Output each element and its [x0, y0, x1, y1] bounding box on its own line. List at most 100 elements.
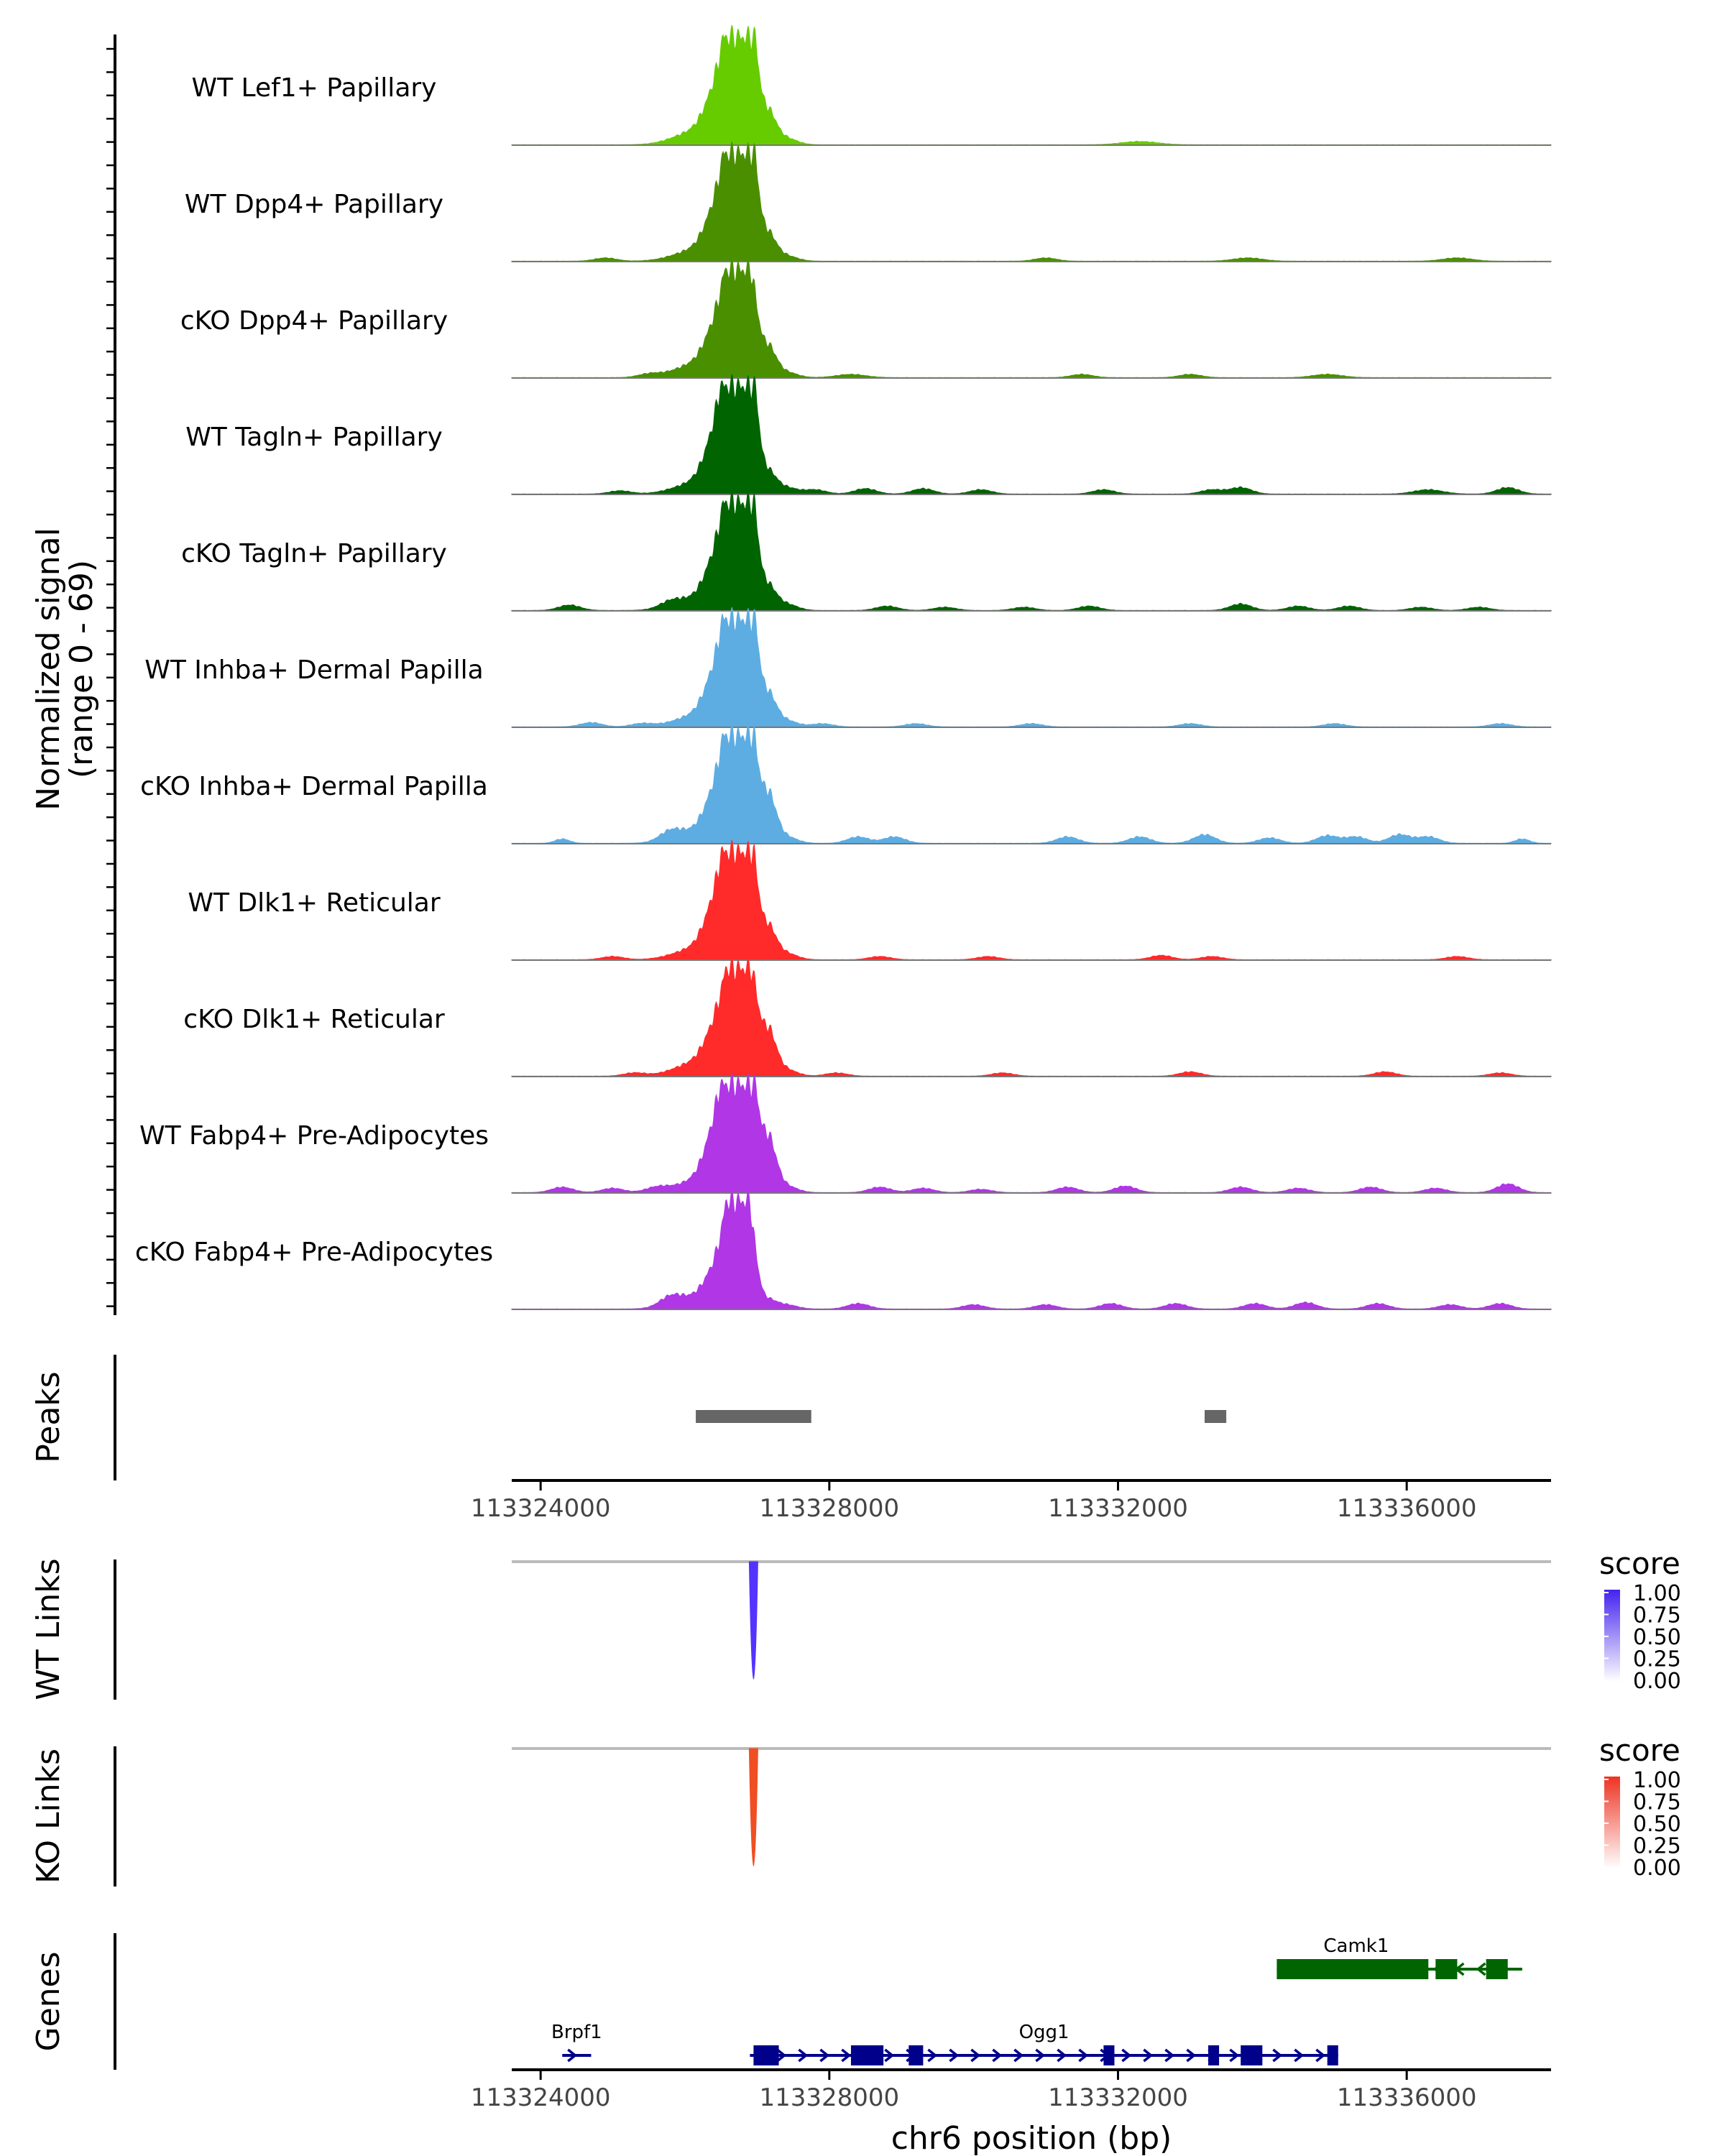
link-arc: [748, 1748, 758, 1866]
strand-arrow: [1294, 2048, 1305, 2063]
strand-arrow: [841, 2048, 852, 2063]
links-track-label: WT Links: [30, 1558, 67, 1700]
x-tick-label: 113328000: [759, 2083, 899, 2112]
genes-track-label: Genes: [30, 1951, 67, 2051]
legend-title: score: [1599, 1546, 1680, 1581]
legend-tick-label: 0.75: [1633, 1603, 1681, 1628]
strand-arrow: [819, 2048, 830, 2063]
gene-exon: [1103, 2045, 1115, 2065]
strand-arrow: [927, 2048, 938, 2063]
coverage-track-label: cKO Inhba+ Dermal Papilla: [140, 772, 488, 801]
coverage-area: [511, 1189, 1552, 1310]
x-tick-label: 113324000: [471, 2083, 611, 2112]
x-tick-label: 113332000: [1048, 2083, 1188, 2112]
coverage-track-label: WT Dpp4+ Papillary: [185, 190, 443, 219]
legend-tick-label: 1.00: [1633, 1581, 1681, 1606]
strand-arrow: [1078, 2048, 1089, 2063]
coverage-tracks: Normalized signal(range 0 - 69) WT Lef1+ …: [30, 24, 1552, 1315]
legend-tick-label: 0.75: [1633, 1790, 1681, 1815]
coverage-track: cKO Fabp4+ Pre-Adipocytes: [135, 1189, 1552, 1310]
coverage-track: WT Lef1+ Papillary: [192, 24, 1552, 146]
strand-arrow: [1476, 1962, 1486, 1976]
strand-arrow: [1057, 2048, 1067, 2063]
coverage-area: [511, 607, 1552, 728]
coverage-track: WT Dlk1+ Reticular: [188, 839, 1552, 961]
strand-arrow: [970, 2048, 981, 2063]
legend-tick-label: 0.25: [1633, 1647, 1681, 1672]
peak-region: [1205, 1410, 1227, 1423]
strand-arrow: [1186, 2048, 1197, 2063]
gene-exon: [908, 2045, 924, 2065]
x-tick-label: 113324000: [471, 1494, 611, 1523]
strand-arrow: [1164, 2048, 1175, 2063]
gene-exon: [1327, 2045, 1338, 2065]
strand-arrow: [567, 2048, 578, 2063]
coverage-area: [511, 956, 1552, 1077]
coverage-area: [511, 839, 1552, 961]
x-tick-label: 113336000: [1337, 1494, 1477, 1523]
coverage-area: [511, 24, 1552, 146]
coverage-area: [511, 374, 1552, 495]
strand-arrow: [1035, 2048, 1046, 2063]
coverage-track: cKO Tagln+ Papillary: [181, 490, 1552, 612]
coverage-track: cKO Dlk1+ Reticular: [183, 956, 1552, 1077]
coverage-track-label: cKO Tagln+ Papillary: [181, 539, 447, 568]
peak-region: [696, 1410, 811, 1423]
legend-tick-label: 0.50: [1633, 1625, 1681, 1650]
peaks-track-label: Peaks: [30, 1371, 67, 1462]
strand-arrow: [1229, 2048, 1240, 2063]
legend-tick-label: 0.25: [1633, 1834, 1681, 1859]
strand-arrow: [949, 2048, 960, 2063]
strand-arrow: [1315, 2048, 1326, 2063]
strand-arrow: [992, 2048, 1003, 2063]
link-arc: [748, 1561, 758, 1680]
coverage-track: WT Inhba+ Dermal Papilla: [144, 607, 1552, 728]
links-track-label: KO Links: [30, 1749, 67, 1884]
legend-tick-label: 0.00: [1633, 1856, 1681, 1881]
strand-arrow: [1121, 2048, 1132, 2063]
coverage-area: [511, 723, 1552, 844]
coverage-area: [511, 1072, 1552, 1194]
strand-arrow: [1143, 2048, 1154, 2063]
x-tick-label: 113332000: [1048, 1494, 1188, 1523]
genes-track: Genes Brpf1 Ogg1 Camk1 113324000 113328000 113…: [30, 1933, 1551, 2156]
gene-exon: [1241, 2045, 1263, 2065]
coverage-track-label: cKO Dlk1+ Reticular: [183, 1005, 445, 1034]
coverage-track-label: WT Tagln+ Papillary: [185, 423, 443, 452]
gene-exon: [1486, 1959, 1508, 1979]
coverage-track-label: WT Lef1+ Papillary: [192, 73, 437, 103]
strand-arrow: [1013, 2048, 1024, 2063]
gene-exon: [1276, 1959, 1429, 1979]
coverage-track: cKO Inhba+ Dermal Papilla: [140, 723, 1552, 844]
strand-arrow: [776, 2048, 787, 2063]
gene-exon: [753, 2045, 779, 2065]
gene: Brpf1: [551, 2022, 602, 2063]
coverage-track: WT Tagln+ Papillary: [185, 374, 1552, 495]
x-axis-title: chr6 position (bp): [891, 2120, 1172, 2156]
coverage-y-range-label: (range 0 - 69): [63, 560, 100, 778]
coverage-track-label: WT Inhba+ Dermal Papilla: [144, 655, 483, 685]
coverage-track: cKO Dpp4+ Papillary: [180, 257, 1552, 379]
legend-tick-label: 1.00: [1633, 1768, 1681, 1793]
coverage-track-label: cKO Dpp4+ Papillary: [180, 306, 448, 336]
x-tick-label: 113328000: [759, 1494, 899, 1523]
coverage-track: WT Dpp4+ Papillary: [185, 141, 1552, 262]
coverage-area: [511, 490, 1552, 612]
legend-tick-label: 0.00: [1633, 1669, 1681, 1694]
gene-label: Ogg1: [1019, 2022, 1070, 2043]
legend-tick-label: 0.50: [1633, 1812, 1681, 1837]
coverage-track-label: cKO Fabp4+ Pre-Adipocytes: [135, 1238, 493, 1267]
gene: Ogg1: [750, 2022, 1338, 2065]
coverage-y-label: Normalized signal: [30, 528, 67, 811]
strand-arrow: [884, 2048, 895, 2063]
gene-exon: [1435, 1959, 1458, 1979]
coverage-area: [511, 141, 1552, 262]
gene: Camk1: [1276, 1935, 1522, 1979]
coverage-track: WT Fabp4+ Pre-Adipocytes: [139, 1072, 1552, 1194]
strand-arrow: [1272, 2048, 1283, 2063]
coverage-track-label: WT Dlk1+ Reticular: [188, 888, 440, 918]
